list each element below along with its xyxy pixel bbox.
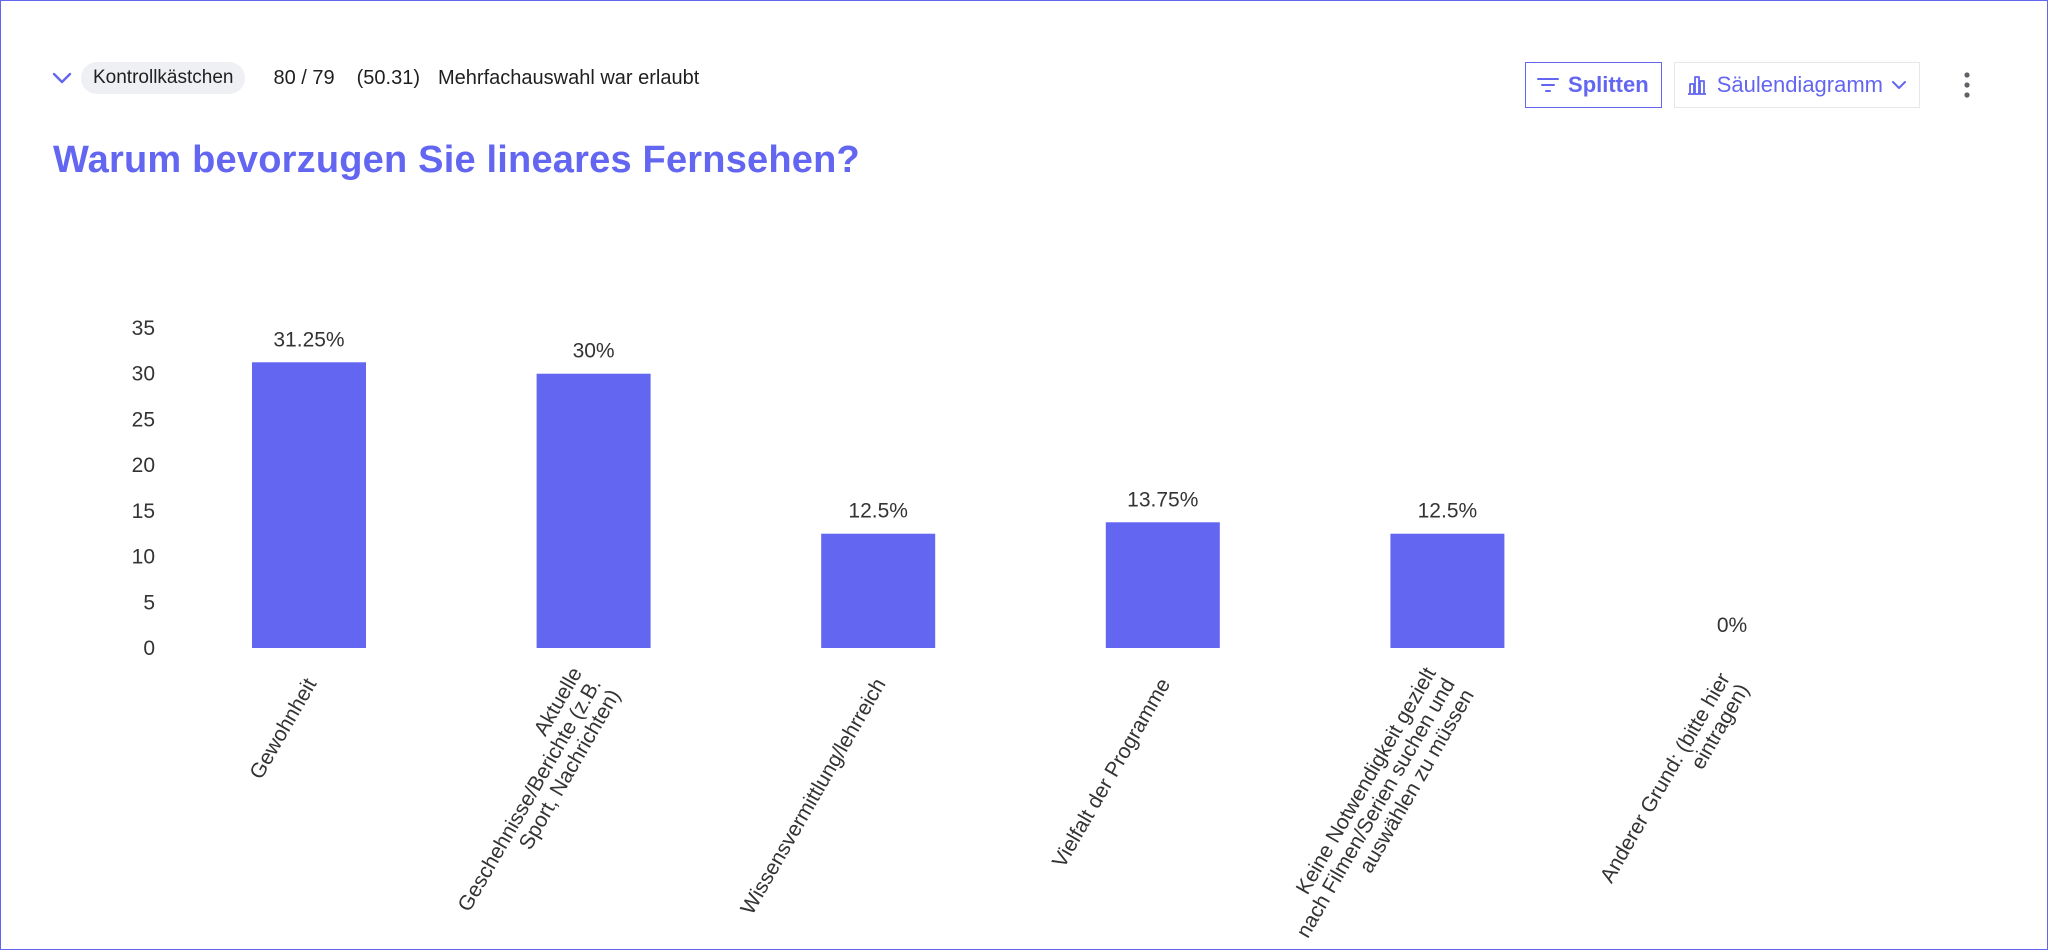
score-value: (50.31) [356, 66, 421, 89]
data-label: 30% [573, 340, 615, 363]
x-tick-label: Vielfalt der Programme [1048, 675, 1175, 872]
x-tick-label-line: Geschehnisse/Berichte (z.B. [454, 675, 606, 916]
question-meta: Kontrollkästchen 80 / 79 (50.31) Mehrfac… [51, 61, 699, 95]
x-tick-label-line: nach Filmen/Serien suchen und [1292, 675, 1460, 942]
split-button[interactable]: Splitten [1525, 62, 1662, 108]
multi-select-note: Mehrfachauswahl war erlaubt [438, 66, 700, 89]
data-label: 0% [1717, 614, 1747, 637]
kebab-menu-icon [1964, 72, 1970, 98]
chart-toolbar: Splitten Säulendiagramm [1525, 62, 1982, 108]
data-label: 12.5% [848, 500, 908, 523]
bar [1105, 522, 1220, 648]
data-label: 12.5% [1418, 500, 1478, 523]
x-tick-label: Wissensvermittlung/lehrreich [736, 675, 890, 919]
data-label: 13.75% [1127, 488, 1198, 511]
y-tick-label: 30 [132, 363, 155, 386]
data-label: 31.25% [273, 328, 344, 351]
bar [536, 373, 651, 648]
chart-type-select[interactable]: Säulendiagramm [1673, 62, 1920, 108]
response-count: 80 / 79 [273, 66, 335, 89]
chevron-down-icon[interactable] [51, 67, 73, 89]
y-tick-label: 0 [143, 637, 155, 660]
x-tick-label-line: Vielfalt der Programme [1048, 675, 1175, 872]
y-tick-label: 10 [132, 546, 155, 569]
x-tick-label-line: Anderer Grund: (bitte hier [1596, 669, 1735, 887]
bar [821, 533, 936, 648]
y-tick-label: 25 [132, 408, 155, 431]
question-title: Warum bevorzugen Sie lineares Fernsehen? [53, 139, 860, 181]
y-tick-label: 15 [132, 500, 155, 523]
x-tick-label: Gewohnheit [245, 674, 321, 783]
bar [1390, 533, 1505, 648]
y-tick-label: 5 [143, 591, 155, 614]
x-tick-label-line: Wissensvermittlung/lehrreich [736, 675, 890, 919]
y-tick-label: 35 [132, 317, 155, 340]
filter-icon [1537, 78, 1560, 92]
question-type-badge: Kontrollkästchen [81, 62, 246, 94]
y-tick-label: 20 [132, 454, 155, 477]
chevron-down-icon [1892, 81, 1906, 89]
bar-chart-icon [1687, 76, 1706, 95]
split-button-label: Splitten [1568, 72, 1649, 97]
bar [252, 362, 366, 648]
chart-type-label: Säulendiagramm [1716, 72, 1883, 97]
more-options-button[interactable] [1952, 62, 1982, 108]
x-tick-label-line: Gewohnheit [245, 674, 321, 783]
